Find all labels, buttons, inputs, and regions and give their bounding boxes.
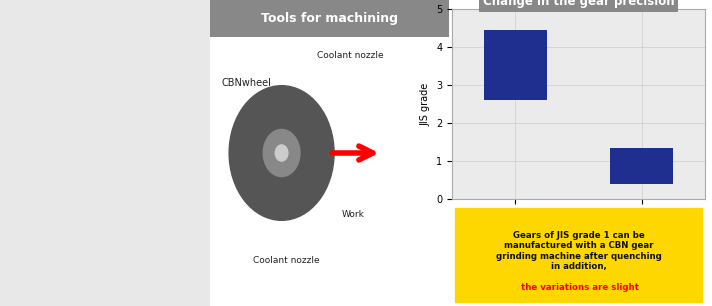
FancyBboxPatch shape <box>37 76 148 102</box>
Circle shape <box>7 76 26 103</box>
Circle shape <box>276 145 288 161</box>
Text: Turning: Turning <box>78 85 107 94</box>
FancyBboxPatch shape <box>37 237 148 263</box>
FancyBboxPatch shape <box>37 117 148 143</box>
Text: 4: 4 <box>14 165 20 175</box>
Text: Work: Work <box>341 210 364 219</box>
Text: CBN gear grinding
machine: CBN gear grinding machine <box>57 200 127 220</box>
Text: 7: 7 <box>14 286 20 296</box>
Text: Material arrangement
/cutting: Material arrangement /cutting <box>51 39 135 59</box>
Text: 2: 2 <box>14 84 20 94</box>
Text: 1: 1 <box>14 44 20 54</box>
FancyBboxPatch shape <box>37 278 148 304</box>
Text: Outer surface
grinding: Outer surface grinding <box>66 160 119 180</box>
Circle shape <box>7 277 26 304</box>
Text: 6: 6 <box>14 245 20 256</box>
Text: the variations are slight: the variations are slight <box>518 283 639 292</box>
Text: Cleansing: Cleansing <box>73 246 111 255</box>
Text: Gears of JIS grade 1 can be
manufactured with a CBN gear
grinding machine after : Gears of JIS grade 1 can be manufactured… <box>496 231 661 271</box>
Bar <box>610 148 674 184</box>
Title: Change in the gear precision: Change in the gear precision <box>483 0 674 8</box>
Y-axis label: JIS grade: JIS grade <box>421 82 431 126</box>
FancyBboxPatch shape <box>455 208 702 302</box>
Circle shape <box>7 156 26 184</box>
Text: 3: 3 <box>14 125 20 135</box>
FancyBboxPatch shape <box>0 0 210 37</box>
Text: Assembly: Assembly <box>74 286 111 295</box>
Circle shape <box>7 196 26 224</box>
Circle shape <box>263 129 300 177</box>
Text: Tools for machining: Tools for machining <box>261 12 398 25</box>
FancyBboxPatch shape <box>210 0 449 37</box>
Text: Quenching: Quenching <box>72 125 113 134</box>
Circle shape <box>7 237 26 264</box>
Text: Coolant nozzle: Coolant nozzle <box>318 50 384 60</box>
FancyBboxPatch shape <box>37 197 148 223</box>
FancyBboxPatch shape <box>37 157 148 183</box>
Circle shape <box>229 86 334 220</box>
Bar <box>483 30 547 100</box>
Circle shape <box>7 116 26 143</box>
Text: Coolant nozzle: Coolant nozzle <box>253 256 320 265</box>
FancyBboxPatch shape <box>37 36 148 62</box>
Text: Process: Process <box>78 12 132 25</box>
Circle shape <box>7 35 26 63</box>
Text: 5: 5 <box>14 205 20 215</box>
Text: CBNwheel: CBNwheel <box>222 78 272 88</box>
